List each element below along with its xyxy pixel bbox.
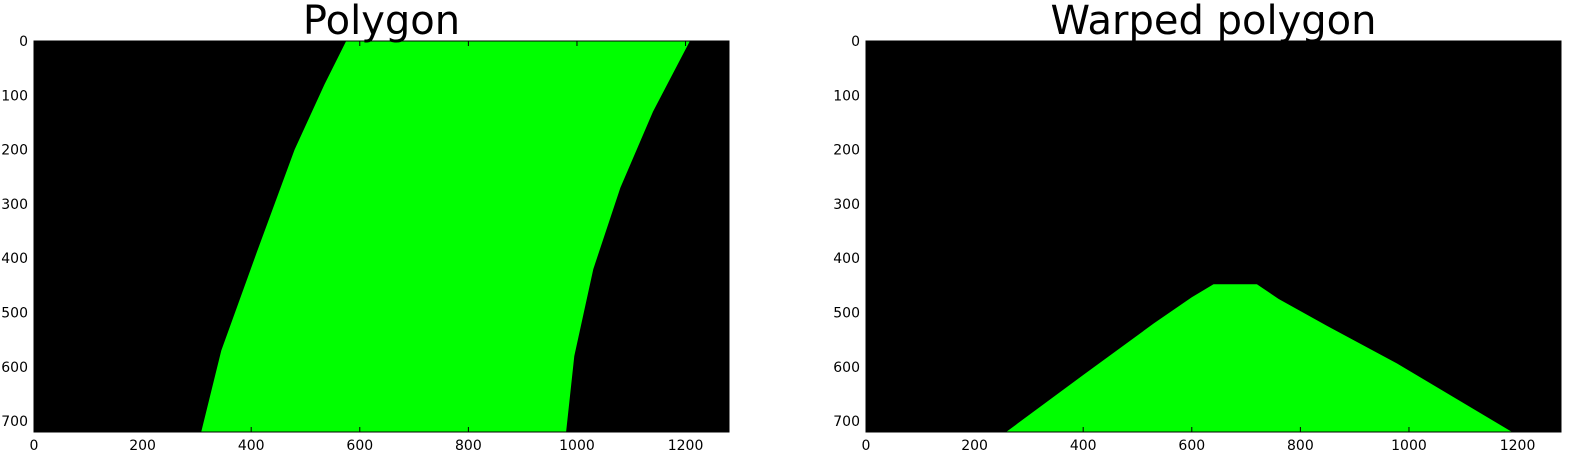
y-tick-label: 400 — [833, 251, 860, 267]
x-tick-label: 1200 — [668, 438, 704, 454]
x-tick-label: 800 — [455, 438, 482, 454]
y-tick-label: 400 — [1, 251, 28, 267]
plot-frame — [865, 40, 1562, 433]
x-tick-label: 0 — [862, 438, 871, 454]
x-tick-label: 800 — [1287, 438, 1314, 454]
x-tick-label: 400 — [1070, 438, 1097, 454]
chart-1: 0 200 400 600 800 1000 1200 0 100 200 300 400 500 600… — [1, 0, 730, 454]
chart-title: Polygon — [303, 0, 460, 44]
y-tick-label: 700 — [1, 414, 28, 430]
y-tick-label: 100 — [833, 88, 860, 104]
y-tick-label: 500 — [833, 306, 860, 322]
x-tick-label: 200 — [961, 438, 988, 454]
lane-polygon — [201, 41, 690, 432]
y-tick-label: 0 — [851, 34, 860, 50]
x-tick-label: 1200 — [1500, 438, 1536, 454]
y-tick-label: 300 — [833, 197, 860, 213]
chart-2: 0 200 400 600 800 1000 1200 0 100 200 300 400 500 600… — [833, 0, 1562, 454]
chart-title: Warped polygon — [1051, 0, 1377, 44]
x-tick-label: 600 — [1178, 438, 1205, 454]
x-tick-label: 1000 — [1391, 438, 1427, 454]
y-tick-label: 600 — [1, 360, 28, 376]
x-tick-label: 600 — [346, 438, 373, 454]
x-tick-label: 0 — [30, 438, 39, 454]
lane-polygon — [1006, 284, 1513, 432]
x-tick-label: 200 — [129, 438, 156, 454]
y-tick-label: 700 — [833, 414, 860, 430]
x-tick-label: 400 — [238, 438, 265, 454]
y-tick-label: 500 — [1, 306, 28, 322]
x-tick-label: 1000 — [559, 438, 595, 454]
plot-frame — [33, 40, 730, 433]
y-tick-label: 600 — [833, 360, 860, 376]
y-tick-label: 200 — [833, 143, 860, 159]
y-tick-label: 0 — [19, 34, 28, 50]
y-tick-label: 100 — [1, 88, 28, 104]
y-tick-label: 200 — [1, 143, 28, 159]
y-tick-label: 300 — [1, 197, 28, 213]
